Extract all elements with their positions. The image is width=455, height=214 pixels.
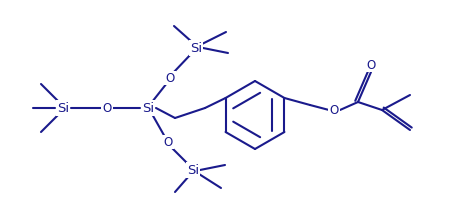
Text: O: O (102, 101, 111, 114)
Text: Si: Si (190, 42, 202, 55)
Text: O: O (163, 135, 172, 149)
Text: Si: Si (187, 163, 199, 177)
Text: O: O (329, 104, 339, 116)
Text: Si: Si (142, 101, 154, 114)
Text: O: O (366, 58, 376, 71)
Text: Si: Si (57, 101, 69, 114)
Text: O: O (165, 71, 175, 85)
